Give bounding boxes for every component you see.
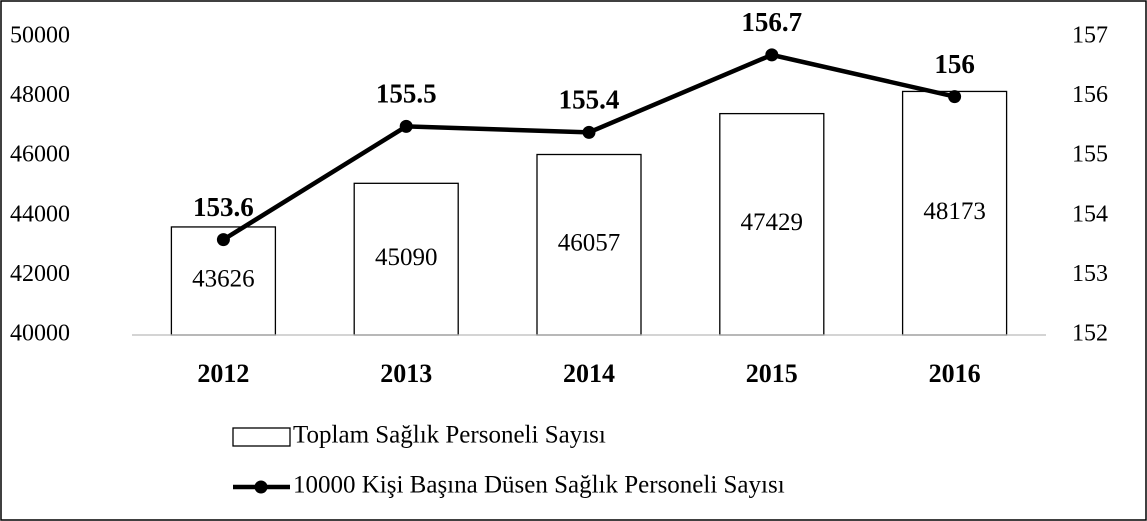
legend-label: 10000 Kişi Başına Düsen Sağlık Personeli… [293,472,785,499]
line-marker [582,125,596,139]
line-marker [948,90,962,104]
y-tick-label: 48000 [10,82,70,108]
bar-value-label: 46057 [558,229,621,256]
y-tick-label: 42000 [10,261,70,287]
bar [901,90,1008,336]
y-tick-label: 50000 [10,23,70,49]
y2-tick-label: 152 [1072,321,1108,347]
legend-marker [254,480,268,494]
y2-tick-label: 154 [1072,201,1108,227]
line-value-label: 155.5 [376,79,437,109]
y-tick-label: 44000 [10,201,70,227]
y2-tick-label: 156 [1072,82,1108,108]
x-tick-label: 2012 [197,359,249,388]
bar-value-label: 43626 [192,266,255,293]
line-value-label: 155.4 [559,85,620,115]
y2-tick-label: 155 [1072,142,1108,168]
x-tick-label: 2015 [746,359,798,388]
y-tick-label: 40000 [10,321,70,347]
bar [536,153,642,336]
bar-value-label: 45090 [375,244,438,271]
legend-swatch [232,427,291,447]
y2-tick-label: 157 [1072,23,1108,49]
x-tick-label: 2014 [563,359,615,388]
legend-label: Toplam Sağlık Personeli Sayısı [293,422,606,449]
line-marker [399,119,413,133]
line-marker [765,48,779,62]
bar [353,182,459,336]
line-value-label: 156 [934,49,975,79]
x-tick-label: 2016 [929,359,981,388]
y2-tick-label: 153 [1072,261,1108,287]
line-marker [216,233,230,247]
line-value-label: 156.7 [741,7,802,37]
bar [719,112,825,336]
bar-value-label: 48173 [923,198,986,225]
y-tick-label: 46000 [10,142,70,168]
x-tick-label: 2013 [380,359,432,388]
bar-value-label: 47429 [741,209,804,236]
line-value-label: 153.6 [193,192,254,222]
